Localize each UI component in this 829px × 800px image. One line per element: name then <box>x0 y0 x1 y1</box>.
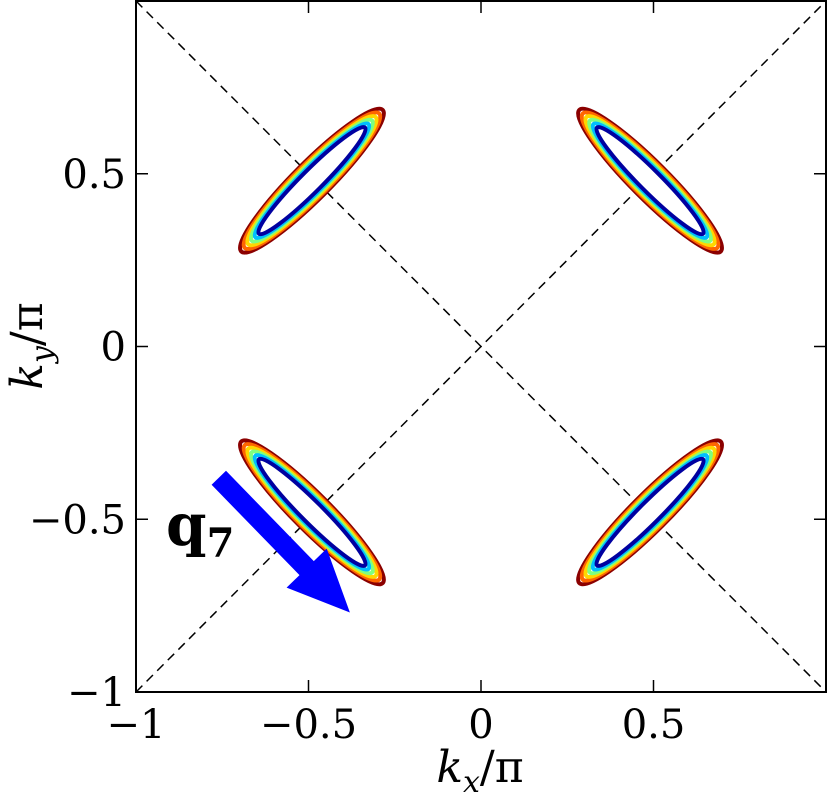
x-tick-label-3: 0 <box>468 702 493 748</box>
q7-label: q7 <box>166 491 234 567</box>
y-tick-label-4: 0.5 <box>62 152 126 198</box>
diagonal-lines <box>136 0 827 692</box>
pocket-2-contour-6 <box>594 125 706 237</box>
pocket-4-contour-6 <box>594 456 706 568</box>
pocket-3 <box>238 438 386 587</box>
x-tick-labels: −1 −0.5 0 0.5 <box>107 702 686 748</box>
axis-ticks <box>135 1 826 693</box>
x-tick-label-1: −1 <box>107 702 166 748</box>
q7-arrow <box>211 470 350 613</box>
diagonal-line-2 <box>136 0 827 692</box>
y-axis-label: ky/π <box>2 302 60 389</box>
y-tick-labels: −1 −0.5 0 0.5 <box>29 152 126 716</box>
pocket-1 <box>238 106 386 255</box>
fermi-pockets <box>238 106 724 587</box>
q7-annotation <box>211 470 350 613</box>
x-axis-label: kx/π <box>436 742 523 800</box>
y-tick-label-2: −0.5 <box>29 497 126 543</box>
x-tick-label-4: 0.5 <box>622 702 686 748</box>
x-tick-label-2: −0.5 <box>260 702 357 748</box>
pocket-4 <box>576 438 724 587</box>
pocket-3-contour-6 <box>256 456 368 568</box>
pocket-1-contour-6 <box>256 125 368 237</box>
y-tick-label-3: 0 <box>101 325 126 371</box>
pocket-2 <box>576 106 724 255</box>
y-tick-label-1: −1 <box>67 670 126 716</box>
